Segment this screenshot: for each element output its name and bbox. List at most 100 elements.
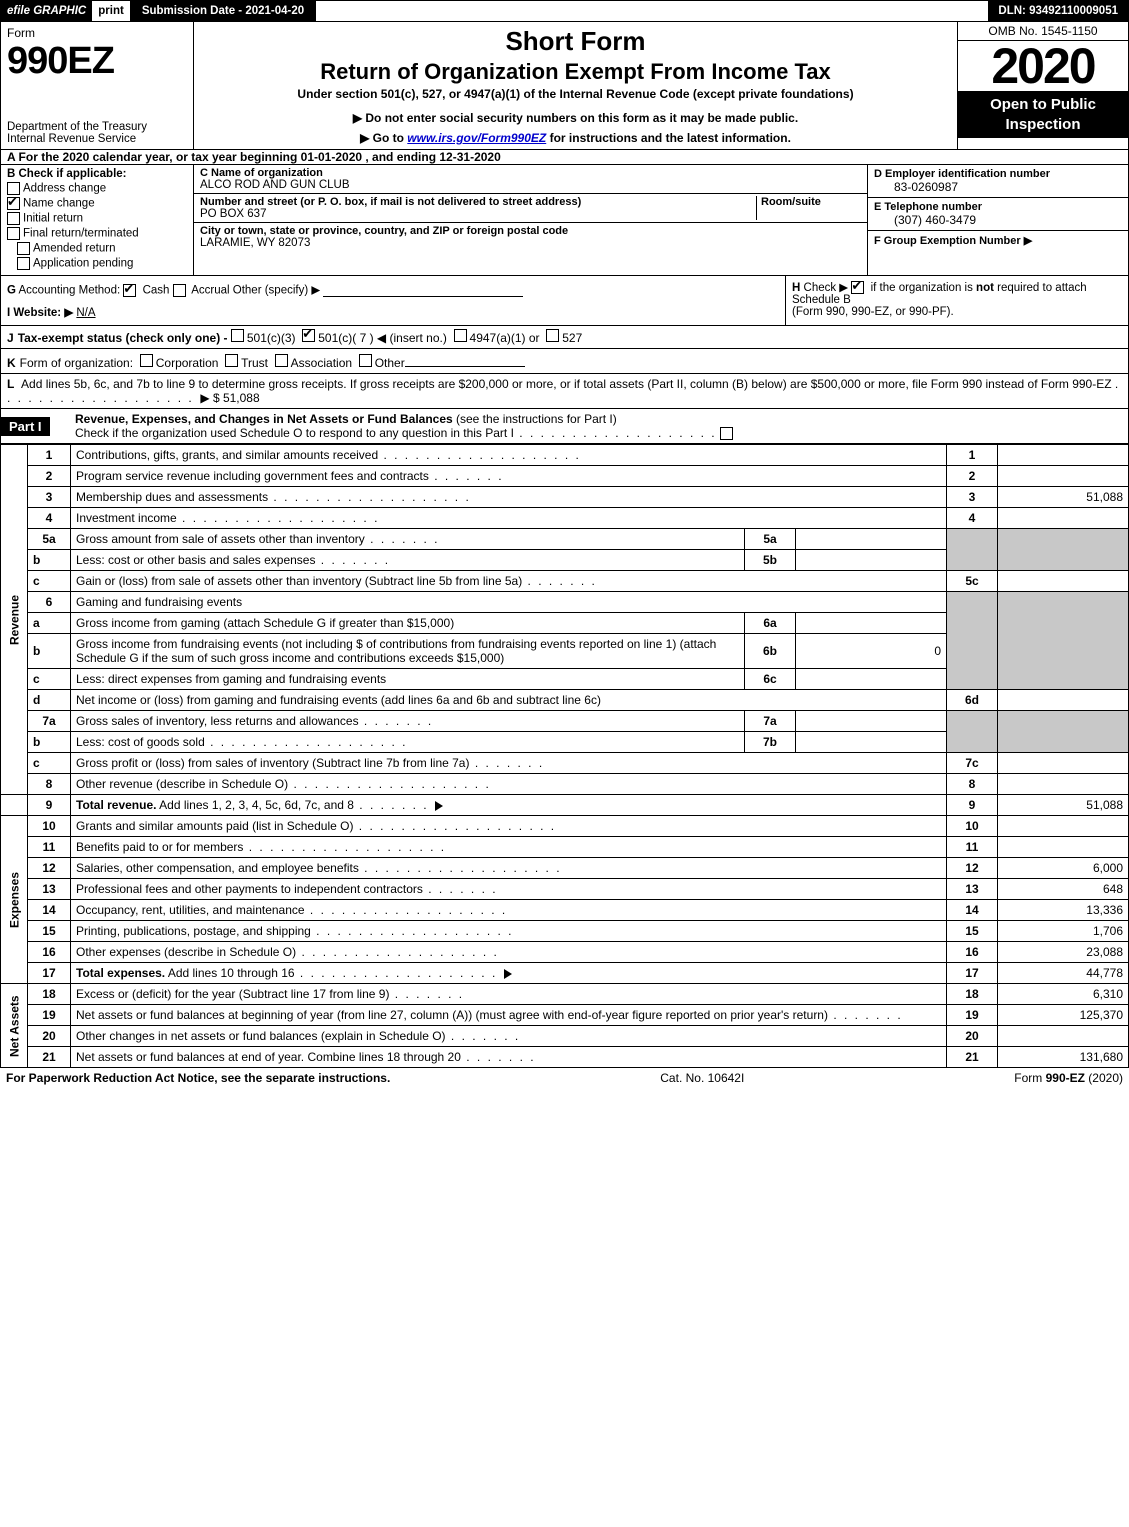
form-word: Form [7, 26, 187, 40]
checkbox-schedule-b-not-required[interactable] [851, 281, 864, 294]
h-text2: if the organization is [871, 282, 976, 294]
form-number: 990EZ [7, 40, 187, 83]
h-text4: (Form 990, 990-EZ, or 990-PF). [792, 306, 954, 318]
part-1-dots [514, 426, 717, 440]
f-group-exemption-label: F Group Exemption Number ▶ [874, 234, 1122, 247]
title-link-line: ▶ Go to www.irs.gov/Form990EZ for instru… [204, 131, 947, 145]
line-11-dots [243, 840, 446, 854]
checkbox-cash[interactable] [123, 284, 136, 297]
line-9-val: 51,088 [998, 795, 1129, 816]
line-11-desc: Benefits paid to or for members [76, 840, 243, 854]
revenue-vertical-label: Revenue [1, 445, 28, 795]
line-19-val: 125,370 [998, 1005, 1129, 1026]
line-6c-il: 6c [745, 669, 796, 690]
checkbox-final-return[interactable] [7, 227, 20, 240]
open-public-inspection: Open to Public Inspection [958, 91, 1128, 138]
footer-cat-no: Cat. No. 10642I [660, 1071, 744, 1085]
checkbox-schedule-o-part1[interactable] [720, 427, 733, 440]
line-21-num: 21 [28, 1047, 71, 1068]
line-20-desc: Other changes in net assets or fund bala… [76, 1029, 446, 1043]
line-2-dots [429, 469, 504, 483]
line-3-rl: 3 [947, 487, 998, 508]
line-4-desc: Investment income [76, 511, 177, 525]
line-14-desc: Occupancy, rent, utilities, and maintena… [76, 903, 305, 917]
title-ssn-note: ▶ Do not enter social security numbers o… [204, 111, 947, 125]
line-9-dots [354, 798, 429, 812]
other-org-input[interactable] [405, 352, 525, 367]
line-7a-num: 7a [28, 711, 71, 732]
e-phone-val: (307) 460-3479 [874, 213, 1122, 227]
instructions-link[interactable]: www.irs.gov/Form990EZ [407, 131, 546, 145]
checkbox-527[interactable] [546, 329, 559, 342]
form-header: Form 990EZ Department of the Treasury In… [0, 22, 1129, 150]
checkbox-4947a1[interactable] [454, 329, 467, 342]
line-11-num: 11 [28, 837, 71, 858]
grey-6-val [998, 592, 1129, 690]
line-13-rl: 13 [947, 879, 998, 900]
line-10-val [998, 816, 1129, 837]
checkbox-amended-return[interactable] [17, 242, 30, 255]
line-17-rl: 17 [947, 963, 998, 984]
line-11-rl: 11 [947, 837, 998, 858]
line-17-val: 44,778 [998, 963, 1129, 984]
d-ein-label: D Employer identification number [874, 168, 1122, 180]
line-10-dots [353, 819, 556, 833]
c-street-val: PO BOX 637 [200, 208, 756, 220]
tax-year: 2020 [958, 41, 1128, 91]
line-8-dots [288, 777, 491, 791]
i-letter: I [7, 307, 10, 319]
row-k: K Form of organization: Corporation Trus… [0, 349, 1129, 374]
checkbox-501c[interactable] [302, 329, 315, 342]
checkbox-accrual[interactable] [173, 284, 186, 297]
line-5b-dots [315, 553, 390, 567]
line-6a-num: a [28, 613, 71, 634]
grey-6 [947, 592, 998, 690]
line-6c-desc: Less: direct expenses from gaming and fu… [76, 672, 386, 686]
footer-form-pre: Form [1014, 1071, 1045, 1085]
header-center: Short Form Return of Organization Exempt… [194, 22, 957, 149]
line-5b-iv [796, 550, 947, 571]
line-7c-num: c [28, 753, 71, 774]
checkbox-corporation[interactable] [140, 354, 153, 367]
line-7a-iv [796, 711, 947, 732]
line-5c-rl: 5c [947, 571, 998, 592]
label-other-org: Other [375, 356, 405, 370]
line-6c-iv [796, 669, 947, 690]
line-7a-dots [359, 714, 434, 728]
footer-form-ref: Form 990-EZ (2020) [1014, 1071, 1123, 1085]
netassets-vertical-label: Net Assets [1, 984, 28, 1068]
checkbox-trust[interactable] [225, 354, 238, 367]
footer-form-post: (2020) [1085, 1071, 1123, 1085]
line-9-rl: 9 [947, 795, 998, 816]
triangle-right-icon [435, 801, 443, 811]
line-20-rl: 20 [947, 1026, 998, 1047]
checkbox-initial-return[interactable] [7, 212, 20, 225]
section-a-tax-year: A For the 2020 calendar year, or tax yea… [0, 150, 1129, 165]
label-527: 527 [562, 331, 582, 345]
i-label: Website: ▶ [13, 307, 73, 319]
other-specify-input[interactable] [323, 282, 523, 297]
checkbox-501c3[interactable] [231, 329, 244, 342]
label-application-pending: Application pending [33, 258, 133, 270]
line-16-num: 16 [28, 942, 71, 963]
c-name-label: C Name of organization [200, 167, 861, 179]
revenue-spacer [1, 795, 28, 816]
l-text: Add lines 5b, 6c, and 7b to line 9 to de… [21, 377, 1112, 391]
top-bar: efile GRAPHIC print Submission Date - 20… [0, 0, 1129, 22]
checkbox-association[interactable] [275, 354, 288, 367]
part-1-title: Revenue, Expenses, and Changes in Net As… [75, 412, 453, 426]
checkbox-name-change[interactable] [7, 197, 20, 210]
line-8-val [998, 774, 1129, 795]
info-grid: B Check if applicable: Address change Na… [0, 165, 1129, 276]
line-11-val [998, 837, 1129, 858]
print-button[interactable]: print [92, 1, 130, 21]
label-final-return: Final return/terminated [23, 228, 139, 240]
line-16-rl: 16 [947, 942, 998, 963]
line-6d-rl: 6d [947, 690, 998, 711]
line-2-desc: Program service revenue including govern… [76, 469, 429, 483]
checkbox-other-org[interactable] [359, 354, 372, 367]
line-15-dots [311, 924, 514, 938]
g-label: Accounting Method: [19, 285, 121, 297]
column-c: C Name of organization ALCO ROD AND GUN … [194, 165, 867, 275]
checkbox-application-pending[interactable] [17, 257, 30, 270]
